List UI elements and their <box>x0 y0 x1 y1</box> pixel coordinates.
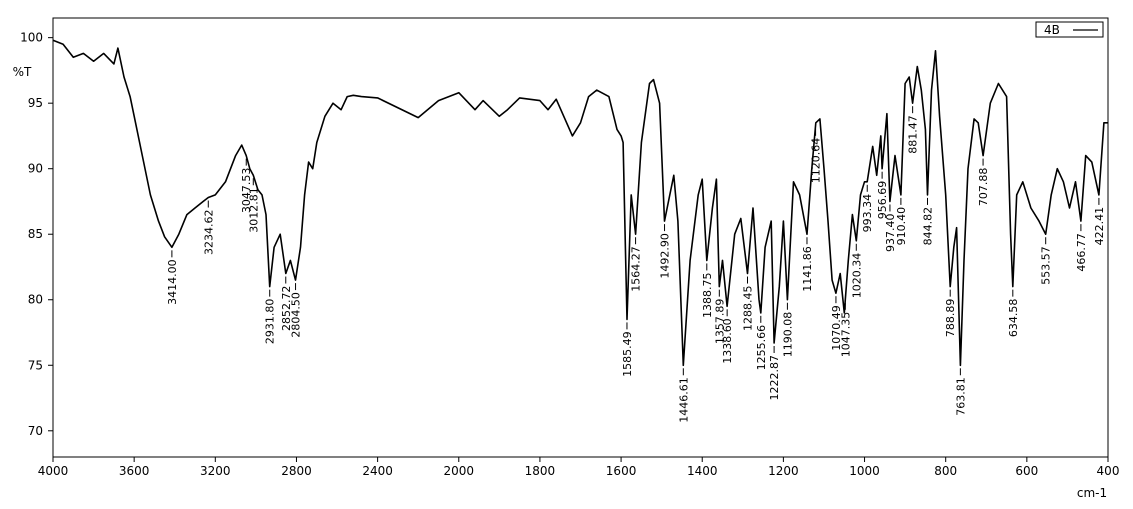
peak-label: 1564.27 <box>630 246 643 292</box>
spectrum-line <box>52 39 1108 367</box>
peak-label: 3234.62 <box>202 210 215 256</box>
y-tick-label: 80 <box>28 293 43 307</box>
x-tick-label: 600 <box>1015 464 1038 478</box>
peak-label: 1288.45 <box>741 286 754 332</box>
x-tick-label: 400 <box>1097 464 1120 478</box>
peak-label: 1338.60 <box>721 318 734 364</box>
peak-label: 1255.66 <box>755 325 768 371</box>
peak-label: 1020.34 <box>850 253 863 299</box>
x-tick-label: 4000 <box>38 464 69 478</box>
peak-label: 1222.87 <box>768 355 781 401</box>
peak-label: 1047.35 <box>839 312 852 358</box>
peak-label: 1585.49 <box>621 331 634 377</box>
legend-box <box>1035 21 1104 38</box>
peak-label: 3012.81 <box>247 187 260 233</box>
peak-label: 1357.89 <box>713 299 726 345</box>
y-tick-label: 90 <box>28 162 43 176</box>
y-tick-label: 85 <box>28 227 43 241</box>
peak-label: 1120.64 <box>810 138 823 184</box>
peak-label: 1141.86 <box>801 246 814 292</box>
peak-label: 466.77 <box>1075 233 1088 271</box>
plot-frame <box>52 17 1109 458</box>
peak-label: 707.88 <box>977 168 990 207</box>
peak-label: 1190.08 <box>781 312 794 358</box>
x-tick-label: 1000 <box>849 464 880 478</box>
peak-label: 2852.72 <box>280 286 293 332</box>
peak-label: 763.81 <box>954 377 967 416</box>
peak-label: 1492.90 <box>659 233 672 278</box>
peak-label: 788.89 <box>944 299 957 338</box>
x-tick-label: 2000 <box>443 464 474 478</box>
x-tick-label: 2800 <box>281 464 312 478</box>
x-tick-label: 1400 <box>687 464 718 478</box>
peak-label: 993.34 <box>861 194 874 233</box>
peak-label: 881.47 <box>907 115 920 154</box>
peak-label: 2931.80 <box>264 299 277 345</box>
peak-label: 3414.00 <box>166 259 179 305</box>
peak-label: 844.82 <box>922 207 935 246</box>
x-tick-label: 3600 <box>119 464 150 478</box>
peak-label: 1070.49 <box>830 305 843 351</box>
peak-label: 3047.53 <box>240 168 253 214</box>
y-axis-label: %T <box>13 65 32 79</box>
peak-label: 937.40 <box>884 213 897 252</box>
y-tick-label: 95 <box>28 96 43 110</box>
x-tick-label: 1800 <box>525 464 556 478</box>
peak-label: 910.40 <box>895 207 908 246</box>
peak-label: 956.69 <box>876 181 889 220</box>
y-tick-label: 100 <box>20 31 43 45</box>
peak-label: 1388.75 <box>701 272 714 318</box>
peak-label: 2804.50 <box>290 292 303 338</box>
x-tick-label: 3200 <box>200 464 231 478</box>
y-tick-label: 70 <box>28 424 43 438</box>
peak-label: 1446.61 <box>677 377 690 423</box>
x-tick-label: 1200 <box>768 464 799 478</box>
legend-label: 4B <box>1044 23 1060 37</box>
peak-label: 422.41 <box>1093 207 1106 246</box>
x-tick-label: 2400 <box>362 464 393 478</box>
y-tick-label: 75 <box>28 358 43 372</box>
peak-label: 634.58 <box>1007 299 1020 338</box>
x-tick-label: 1600 <box>606 464 637 478</box>
x-axis-label: cm-1 <box>1077 486 1107 500</box>
x-tick-label: 800 <box>934 464 957 478</box>
peak-label: 553.57 <box>1040 246 1053 285</box>
